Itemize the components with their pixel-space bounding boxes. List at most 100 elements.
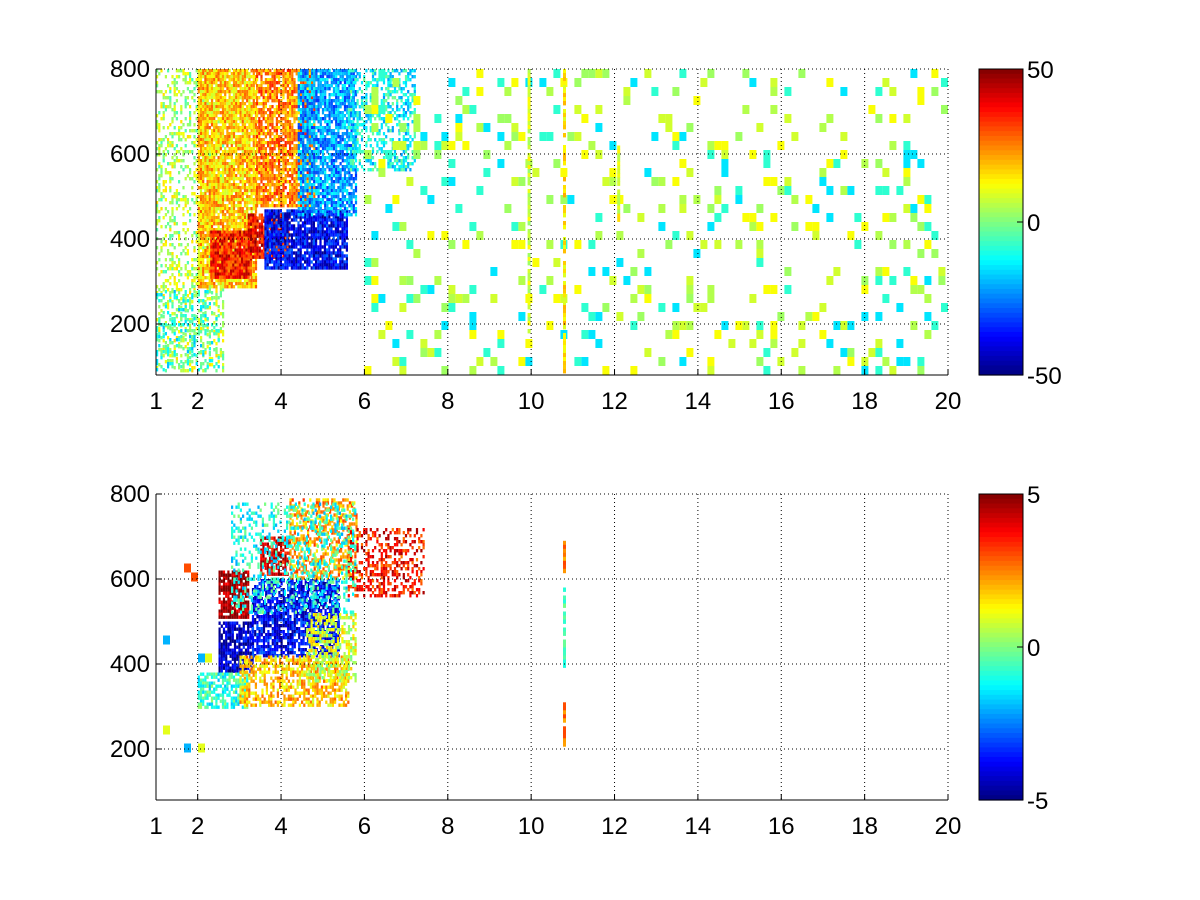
heatmap-cell bbox=[206, 72, 209, 76]
heatmap-cell bbox=[214, 254, 217, 258]
heatmap-cell bbox=[256, 246, 259, 250]
heatmap-cell bbox=[195, 69, 198, 73]
heatmap-cell bbox=[273, 266, 276, 270]
heatmap-cell bbox=[264, 218, 267, 222]
heatmap-cell bbox=[191, 285, 194, 289]
heatmap-cell bbox=[208, 282, 211, 286]
heatmap-cell bbox=[328, 230, 331, 234]
heatmap-cell bbox=[199, 99, 203, 103]
heatmap-cell bbox=[288, 245, 291, 249]
heatmap-cell bbox=[328, 254, 331, 258]
heatmap-cell bbox=[308, 218, 311, 222]
heatmap-cell bbox=[197, 318, 200, 322]
heatmap-cell bbox=[282, 132, 285, 136]
heatmap-cell bbox=[297, 266, 300, 270]
heatmap-cell bbox=[189, 273, 192, 277]
heatmap-cell bbox=[268, 266, 271, 270]
heatmap-cell bbox=[269, 171, 272, 175]
heatmap-cell bbox=[230, 138, 233, 142]
heatmap-cell bbox=[215, 192, 218, 196]
heatmap-cell bbox=[260, 213, 264, 217]
heatmap-cell bbox=[241, 75, 244, 79]
heatmap-cell bbox=[280, 102, 283, 106]
heatmap-cell bbox=[262, 195, 265, 199]
heatmap-cell bbox=[175, 267, 178, 271]
heatmap-cell bbox=[180, 312, 183, 316]
heatmap-cell bbox=[289, 144, 292, 148]
heatmap-cell bbox=[173, 246, 176, 250]
heatmap-cell bbox=[208, 270, 211, 274]
heatmap-cell bbox=[178, 150, 181, 154]
heatmap-cell bbox=[235, 93, 238, 97]
heatmap-cell bbox=[254, 282, 258, 286]
heatmap-cell bbox=[249, 239, 252, 243]
heatmap-cell bbox=[158, 186, 161, 190]
heatmap-cell bbox=[337, 215, 340, 219]
heatmap-cell bbox=[186, 123, 189, 127]
heatmap-cell bbox=[180, 354, 183, 358]
heatmap-cell bbox=[271, 168, 274, 172]
heatmap-cell bbox=[289, 168, 292, 172]
heatmap-cell bbox=[189, 219, 192, 223]
heatmap-cell bbox=[243, 192, 247, 196]
heatmap-cell bbox=[206, 108, 209, 112]
heatmap-cell bbox=[282, 198, 285, 202]
heatmap-cell bbox=[197, 228, 200, 232]
heatmap-cell bbox=[213, 348, 216, 352]
heatmap-cell bbox=[217, 99, 220, 103]
heatmap-cell bbox=[243, 138, 247, 142]
heatmap-cell bbox=[202, 342, 205, 346]
heatmap-cell bbox=[235, 219, 238, 223]
heatmap-cell bbox=[258, 123, 261, 127]
heatmap-cell bbox=[297, 204, 300, 208]
heatmap-cell bbox=[206, 243, 209, 247]
heatmap-cell bbox=[313, 195, 316, 199]
heatmap-cell bbox=[256, 102, 259, 106]
heatmap-cell bbox=[226, 285, 229, 289]
heatmap-cell bbox=[215, 153, 218, 157]
heatmap-cell bbox=[212, 236, 215, 240]
heatmap-cell bbox=[250, 177, 253, 181]
heatmap-cell bbox=[249, 237, 253, 241]
heatmap-cell bbox=[243, 213, 247, 217]
heatmap-cell bbox=[215, 132, 218, 136]
heatmap-cell bbox=[262, 117, 265, 121]
heatmap-cell bbox=[297, 263, 300, 267]
heatmap-cell bbox=[239, 153, 242, 157]
heatmap-cell bbox=[178, 234, 181, 238]
heatmap-cell bbox=[160, 309, 163, 313]
heatmap-cell bbox=[293, 233, 296, 237]
heatmap-cell bbox=[160, 264, 163, 268]
heatmap-cell bbox=[225, 230, 228, 234]
heatmap-cell bbox=[252, 150, 255, 154]
heatmap-cell bbox=[234, 242, 237, 246]
heatmap-cell bbox=[164, 360, 167, 364]
heatmap-cell bbox=[156, 81, 159, 85]
heatmap-cell bbox=[308, 263, 311, 267]
heatmap-cell bbox=[238, 233, 241, 237]
heatmap-cell bbox=[219, 144, 222, 148]
heatmap-cell bbox=[306, 233, 309, 237]
heatmap-cell bbox=[206, 189, 209, 193]
heatmap-cell bbox=[248, 162, 251, 166]
heatmap-cell bbox=[228, 78, 231, 82]
heatmap-cell bbox=[156, 285, 159, 289]
heatmap-cell bbox=[299, 263, 302, 267]
heatmap-cell bbox=[239, 171, 242, 175]
heatmap-cell bbox=[158, 147, 161, 151]
heatmap-cell bbox=[239, 129, 242, 133]
heatmap-cell bbox=[178, 192, 181, 196]
heatmap-cell bbox=[266, 227, 269, 231]
heatmap-cell bbox=[289, 81, 292, 85]
heatmap-cell bbox=[282, 236, 285, 240]
heatmap-cell bbox=[262, 81, 265, 85]
heatmap-cell bbox=[232, 230, 235, 234]
heatmap-cell bbox=[332, 251, 335, 255]
heatmap-cell bbox=[202, 144, 205, 148]
heatmap-cell bbox=[252, 252, 255, 256]
heatmap-cell bbox=[191, 264, 194, 268]
heatmap-cell bbox=[321, 230, 324, 234]
heatmap-cell bbox=[204, 111, 207, 115]
heatmap-cell bbox=[184, 99, 187, 103]
heatmap-cell bbox=[186, 174, 189, 178]
